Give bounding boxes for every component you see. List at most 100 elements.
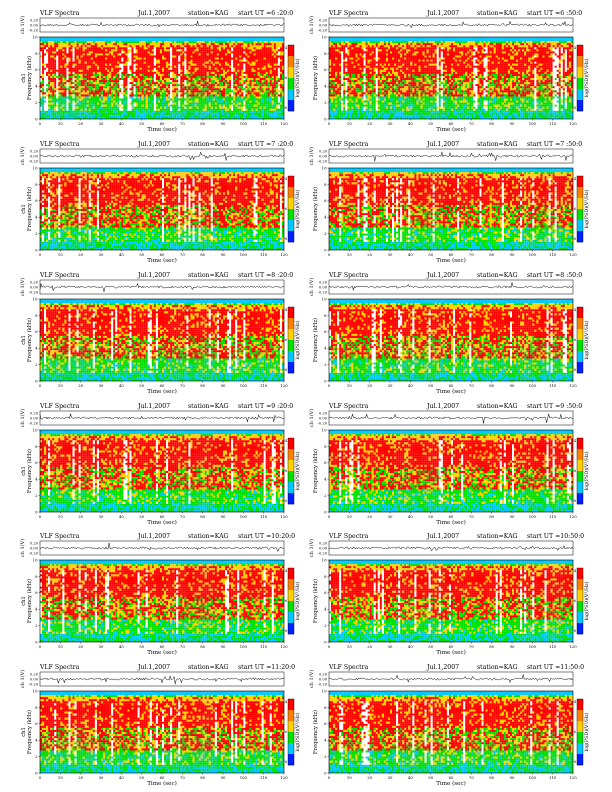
trace-tick-label: 0.00 [30, 547, 39, 551]
colorbar-segment [288, 318, 294, 329]
colorbar-label: log(PSD)(V²/Hz) [583, 712, 590, 751]
trace-tick-label: 0.00 [30, 678, 39, 682]
freq-tick-label: 0 [35, 639, 38, 644]
time-tick-label: 100 [529, 121, 537, 126]
time-tick-label: 30 [388, 514, 393, 519]
time-tick-label: 100 [529, 514, 537, 519]
colorbar-segment [288, 198, 294, 209]
time-tick-label: 10 [347, 514, 352, 519]
spectrogram-cells [40, 37, 284, 119]
panel-header-title: VLF Spectra [328, 141, 369, 148]
colorbar-segment [577, 209, 583, 220]
time-tick-label: 50 [139, 252, 144, 257]
panel-header-title: VLF Spectra [328, 272, 369, 279]
freq-tick-label: 6 [35, 590, 38, 595]
time-tick-label: 20 [367, 383, 372, 388]
time-tick-label: 110 [260, 514, 268, 519]
freq-tick-label: 10 [322, 557, 327, 562]
panel-station: station=KAG [188, 272, 229, 279]
time-tick-label: 120 [280, 644, 288, 649]
freq-tick-label: 10 [322, 688, 327, 693]
freq-tick-label: 6 [35, 198, 38, 203]
panel-date: Jul.1,2007 [426, 533, 459, 540]
trace-tick-label: 0.00 [319, 286, 328, 290]
colorbar-segment [577, 590, 583, 601]
time-tick-label: 30 [388, 644, 393, 649]
trace-axis-label: ch 1(V) [308, 16, 315, 34]
time-tick-label: 120 [569, 644, 577, 649]
time-tick-label: 110 [260, 121, 268, 126]
trace-tick-label: -0.20 [29, 291, 39, 295]
trace-tick-label: 0.00 [30, 286, 39, 290]
time-tick-label: 110 [260, 383, 268, 388]
time-tick-label: 110 [549, 383, 557, 388]
panel-station: station=KAG [477, 272, 518, 279]
trace-frame [329, 541, 573, 555]
spectrogram-panel: VLF Spectra Jul.1,2007 station=KAG start UT… [308, 10, 590, 133]
colorbar-segment [577, 231, 583, 242]
time-tick-label: 80 [489, 514, 494, 519]
time-axis-label: Time (sec) [147, 780, 177, 787]
colorbar-tick-label: -4 [284, 46, 287, 50]
time-tick-label: 120 [280, 775, 288, 780]
colorbar-segment [288, 471, 294, 482]
time-tick-label: 110 [260, 252, 268, 257]
freq-axis-label: ch1Frequency (kHz) [21, 710, 33, 754]
colorbar-label: log(PSD)(V²/Hz) [294, 712, 301, 751]
freq-tick-label: 8 [35, 313, 38, 318]
colorbar-segment [288, 89, 294, 100]
colorbar-label: log(PSD)(V²/Hz) [294, 581, 301, 620]
freq-tick-label: 2 [35, 754, 38, 759]
time-tick-label: 40 [408, 252, 413, 257]
time-tick-label: 80 [200, 514, 205, 519]
time-tick-label: 90 [221, 383, 226, 388]
trace-axis-label: ch 1(V) [308, 147, 315, 165]
trace-tick-label: 0.00 [30, 24, 39, 28]
time-tick-label: 110 [549, 775, 557, 780]
spectrogram-cells [329, 430, 573, 512]
panel-date: Jul.1,2007 [137, 403, 170, 410]
time-tick-label: 50 [428, 383, 433, 388]
time-tick-label: 10 [58, 514, 63, 519]
trace-tick-label: 0.00 [319, 155, 328, 159]
colorbar-segment [577, 220, 583, 231]
time-tick-label: 0 [328, 252, 331, 257]
panel-station: station=KAG [188, 141, 229, 148]
colorbar-segment [288, 438, 294, 449]
trace-axis-label: ch 1(V) [308, 278, 315, 296]
time-tick-label: 50 [139, 383, 144, 388]
spectrogram-cells [329, 560, 573, 642]
time-tick-label: 60 [160, 514, 165, 519]
freq-tick-label: 4 [324, 215, 327, 220]
panel-start-time: start UT =7 :50:0 [527, 141, 582, 148]
time-tick-label: 30 [99, 644, 104, 649]
time-tick-label: 40 [119, 514, 124, 519]
freq-tick-label: 2 [324, 754, 327, 759]
colorbar-segment [577, 89, 583, 100]
time-tick-label: 60 [449, 514, 454, 519]
panel-start-time: start UT =10:50:0 [527, 533, 584, 540]
time-tick-label: 70 [180, 383, 185, 388]
time-tick-label: 110 [260, 775, 268, 780]
colorbar-label: log(PSD)(V²/Hz) [583, 320, 590, 359]
panel-date: Jul.1,2007 [137, 664, 170, 671]
freq-axis-label: ch1Frequency (kHz) [21, 579, 33, 623]
freq-tick-label: 4 [35, 84, 38, 89]
spectrogram-panel: VLF Spectra Jul.1,2007 station=KAG start UT… [308, 664, 590, 787]
time-tick-label: 90 [221, 644, 226, 649]
colorbar-segment [288, 362, 294, 373]
freq-tick-label: 2 [35, 493, 38, 498]
freq-tick-label: 6 [324, 67, 327, 72]
colorbar-segment [288, 231, 294, 242]
time-tick-label: 0 [328, 514, 331, 519]
freq-tick-label: 0 [324, 639, 327, 644]
panel-start-time: start UT =11:50:0 [527, 664, 584, 671]
trace-tick-label: 0.20 [30, 281, 39, 285]
trace-tick-label: 0.00 [319, 24, 328, 28]
colorbar-label: log(PSD)(V²/Hz) [294, 320, 301, 359]
time-tick-label: 80 [489, 252, 494, 257]
colorbar-segment [288, 307, 294, 318]
